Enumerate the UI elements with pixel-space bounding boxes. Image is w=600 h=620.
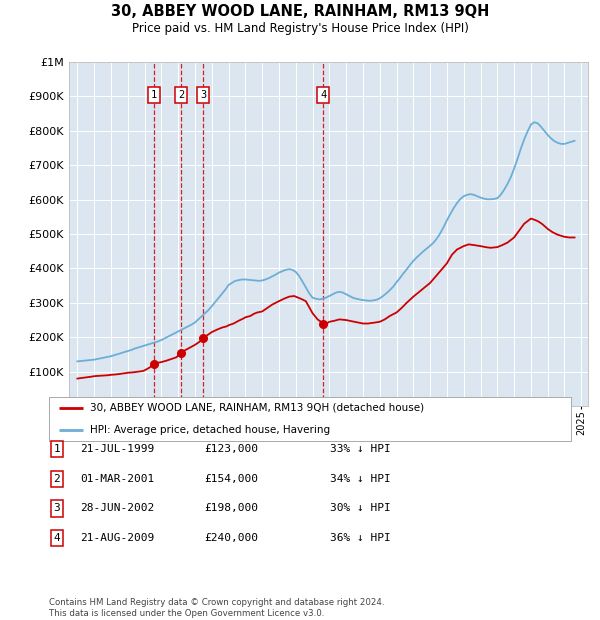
- Text: 1: 1: [53, 444, 61, 454]
- Text: 21-JUL-1999: 21-JUL-1999: [80, 444, 154, 454]
- Text: HPI: Average price, detached house, Havering: HPI: Average price, detached house, Have…: [90, 425, 330, 435]
- Text: 3: 3: [53, 503, 61, 513]
- Text: 34% ↓ HPI: 34% ↓ HPI: [329, 474, 391, 484]
- Text: 1: 1: [151, 90, 157, 100]
- Text: 3: 3: [200, 90, 206, 100]
- Text: 33% ↓ HPI: 33% ↓ HPI: [329, 444, 391, 454]
- Text: £198,000: £198,000: [204, 503, 258, 513]
- Text: 2: 2: [178, 90, 184, 100]
- Text: Contains HM Land Registry data © Crown copyright and database right 2024.
This d: Contains HM Land Registry data © Crown c…: [49, 598, 385, 618]
- Text: 28-JUN-2002: 28-JUN-2002: [80, 503, 154, 513]
- Text: 4: 4: [320, 90, 326, 100]
- Text: 30, ABBEY WOOD LANE, RAINHAM, RM13 9QH (detached house): 30, ABBEY WOOD LANE, RAINHAM, RM13 9QH (…: [90, 403, 424, 413]
- Text: £154,000: £154,000: [204, 474, 258, 484]
- Text: 21-AUG-2009: 21-AUG-2009: [80, 533, 154, 543]
- Text: £240,000: £240,000: [204, 533, 258, 543]
- Text: 01-MAR-2001: 01-MAR-2001: [80, 474, 154, 484]
- Text: 30% ↓ HPI: 30% ↓ HPI: [329, 503, 391, 513]
- Text: 36% ↓ HPI: 36% ↓ HPI: [329, 533, 391, 543]
- Text: £123,000: £123,000: [204, 444, 258, 454]
- Text: 30, ABBEY WOOD LANE, RAINHAM, RM13 9QH: 30, ABBEY WOOD LANE, RAINHAM, RM13 9QH: [111, 4, 489, 19]
- Text: Price paid vs. HM Land Registry's House Price Index (HPI): Price paid vs. HM Land Registry's House …: [131, 22, 469, 35]
- Text: 2: 2: [53, 474, 61, 484]
- Text: 4: 4: [53, 533, 61, 543]
